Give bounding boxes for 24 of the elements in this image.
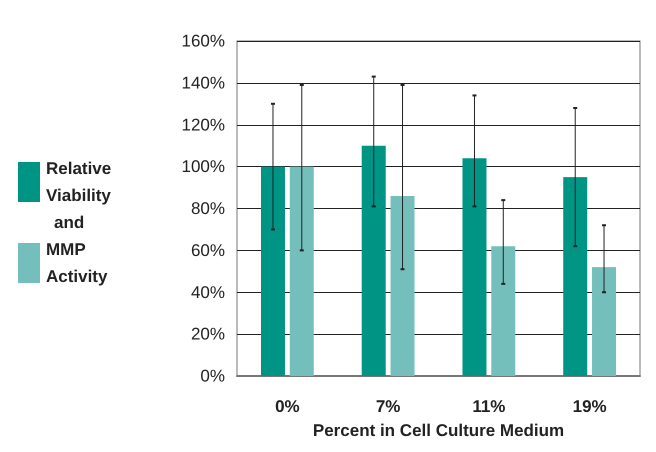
- y-tick-label: 140%: [182, 73, 225, 92]
- bar: [592, 267, 616, 376]
- x-axis-title: Percent in Cell Culture Medium: [312, 421, 564, 440]
- bar: [390, 196, 415, 376]
- bar: [563, 177, 588, 376]
- bar: [290, 166, 314, 376]
- text: and: [53, 212, 86, 234]
- y-tick-label: 40%: [190, 282, 225, 302]
- x-tick-label: 19%: [572, 397, 607, 416]
- bar: [260, 166, 285, 376]
- y-tick-label: 20%: [190, 324, 225, 344]
- y-tick-label: 60%: [190, 240, 225, 260]
- x-tick-label: 11%: [472, 397, 506, 416]
- y-tick-label: 100%: [182, 157, 225, 176]
- bar: [362, 146, 386, 376]
- y-tick-label: 80%: [190, 199, 225, 218]
- bar: [462, 158, 486, 376]
- legend-label: MMP Activity: [46, 239, 108, 288]
- y-tick-label: 120%: [182, 115, 225, 134]
- bar: [491, 246, 516, 376]
- y-tick-label: 160%: [182, 32, 225, 50]
- y-tick-label: 0%: [200, 366, 225, 386]
- x-tick-label: 7%: [376, 397, 400, 416]
- x-tick-label: 0%: [275, 397, 300, 416]
